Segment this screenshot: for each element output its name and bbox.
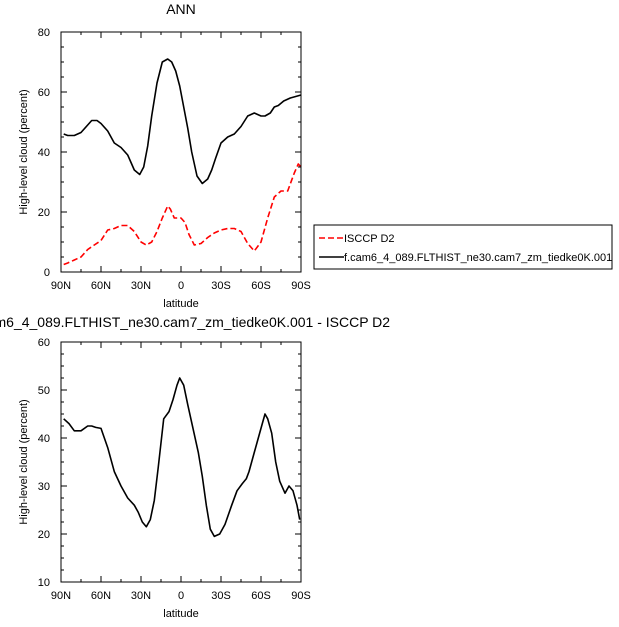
chart-2-xtick-label: 90N bbox=[51, 590, 71, 602]
chart-2-ylabel: High-level cloud (percent) bbox=[18, 399, 30, 524]
chart-1-xtick-label: 60S bbox=[251, 280, 271, 292]
chart-1-ytick-label: 40 bbox=[38, 147, 50, 159]
chart-1-xtick-label: 90N bbox=[51, 280, 71, 292]
chart-1-ticks: 90N 60N 30N 0 30S 60S 90S 0 20 40 60 80 bbox=[38, 27, 311, 292]
chart-2-ticks: 90N 60N 30N 0 30S 60S 90S 10 20 30 40 50 60 bbox=[38, 337, 311, 602]
chart-1-ytick-label: 60 bbox=[38, 87, 50, 99]
chart-2-series-line-0 bbox=[63, 377, 301, 538]
chart-2-xtick-label: 30S bbox=[211, 590, 231, 602]
legend-label-isccp: ISCCP D2 bbox=[344, 233, 395, 245]
chart-2-xtick-label: 60S bbox=[251, 590, 271, 602]
chart-2-xtick-label: 60N bbox=[91, 590, 111, 602]
chart-2-ytick-label: 50 bbox=[38, 385, 50, 397]
legend-box bbox=[313, 224, 613, 270]
chart-1-xtick-label: 60N bbox=[91, 280, 111, 292]
chart-1-legend: ISCCP D2 f.cam6_4_089.FLTHIST_ne30.cam7_… bbox=[313, 224, 613, 270]
chart-2-frame bbox=[60, 341, 302, 583]
legend-label-model: f.cam6_4_089.FLTHIST_ne30.cam7_zm_tiedke… bbox=[344, 252, 612, 264]
chart-2-xtick-label: 0 bbox=[178, 590, 184, 602]
chart-1-ytick-label: 0 bbox=[44, 267, 50, 279]
chart-1-xlabel: latitude bbox=[163, 298, 198, 310]
chart-2-ytick-label: 60 bbox=[38, 337, 50, 349]
chart-2-ytick-label: 40 bbox=[38, 433, 50, 445]
chart-1-xtick-label: 90S bbox=[291, 280, 311, 292]
chart-1-series-group bbox=[63, 58, 302, 266]
chart-1-frame bbox=[60, 31, 302, 273]
chart-2-xtick-label: 90S bbox=[291, 590, 311, 602]
chart-1-ytick-label: 20 bbox=[38, 207, 50, 219]
chart-panel-1: ANN 90N 60N 30N 0 30S 60S 90S 0 20 40 60 80 latitud… bbox=[18, 1, 311, 310]
chart-2-title: f.cam6_4_089.FLTHIST_ne30.cam7_zm_tiedke… bbox=[0, 314, 390, 330]
chart-1-series-line-0 bbox=[63, 163, 302, 266]
chart-1-series-line-1 bbox=[63, 58, 302, 185]
chart-1-ytick-label: 80 bbox=[38, 27, 50, 39]
chart-1-xtick-label: 30S bbox=[211, 280, 231, 292]
chart-1-title: ANN bbox=[166, 1, 196, 17]
chart-2-ytick-label: 30 bbox=[38, 481, 50, 493]
chart-2-series-group bbox=[63, 377, 301, 538]
chart-2-ytick-label: 10 bbox=[38, 577, 50, 589]
chart-1-xtick-label: 30N bbox=[131, 280, 151, 292]
chart-panel-2: f.cam6_4_089.FLTHIST_ne30.cam7_zm_tiedke… bbox=[0, 314, 390, 620]
chart-1-ylabel: High-level cloud (percent) bbox=[18, 89, 30, 214]
chart-2-ytick-label: 20 bbox=[38, 529, 50, 541]
chart-2-xtick-label: 30N bbox=[131, 590, 151, 602]
chart-1-xtick-label: 0 bbox=[178, 280, 184, 292]
chart-2-xlabel: latitude bbox=[163, 608, 198, 620]
